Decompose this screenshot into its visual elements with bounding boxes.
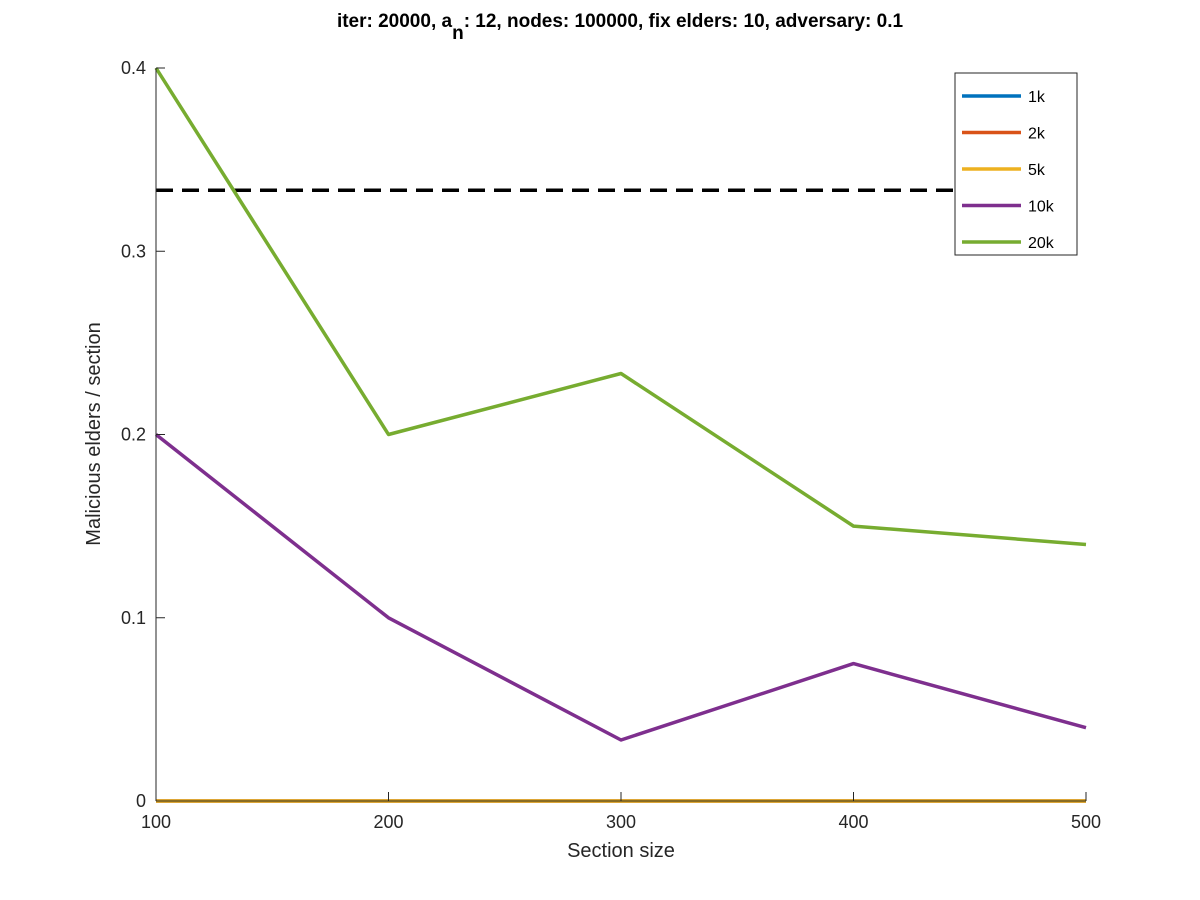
plot-background xyxy=(156,68,1086,801)
x-tick-label-200: 200 xyxy=(373,812,403,832)
legend-label-20k: 20k xyxy=(1028,235,1055,252)
y-tick-label-0.3: 0.3 xyxy=(121,241,146,261)
plot-area xyxy=(156,68,1086,801)
legend-label-5k: 5k xyxy=(1028,162,1046,179)
legend-label-1k: 1k xyxy=(1028,89,1046,106)
axes-layer: 100 200 300 400 500 0 0.1 0.2 0.3 0.4 xyxy=(121,58,1101,832)
chart-title-subscript: n xyxy=(452,23,464,44)
y-tick-label-0.2: 0.2 xyxy=(121,425,146,445)
x-tick-label-500: 500 xyxy=(1071,812,1101,832)
x-tick-label-100: 100 xyxy=(141,812,171,832)
legend: 1k 2k 5k 10k 20k xyxy=(954,72,1078,256)
chart-title-suffix: : 12, nodes: 100000, fix elders: 10, adv… xyxy=(464,11,904,32)
x-axis-label: Section size xyxy=(567,840,675,862)
chart-title-prefix: iter: 20000, a xyxy=(337,11,453,32)
chart-title: iter: 20000, an: 12, nodes: 100000, fix … xyxy=(337,11,904,44)
legend-box xyxy=(954,72,1078,256)
legend-label-2k: 2k xyxy=(1028,126,1046,143)
y-tick-label-0: 0 xyxy=(136,791,146,811)
y-tick-label-0.4: 0.4 xyxy=(121,58,146,78)
x-tick-label-300: 300 xyxy=(606,812,636,832)
x-tick-label-400: 400 xyxy=(838,812,868,832)
y-axis-label: Malicious elders / section xyxy=(83,322,105,545)
series-line-20k xyxy=(154,67,1087,547)
series-line-10k xyxy=(154,433,1087,742)
legend-label-10k: 10k xyxy=(1028,199,1055,216)
y-tick-label-0.1: 0.1 xyxy=(121,608,146,628)
